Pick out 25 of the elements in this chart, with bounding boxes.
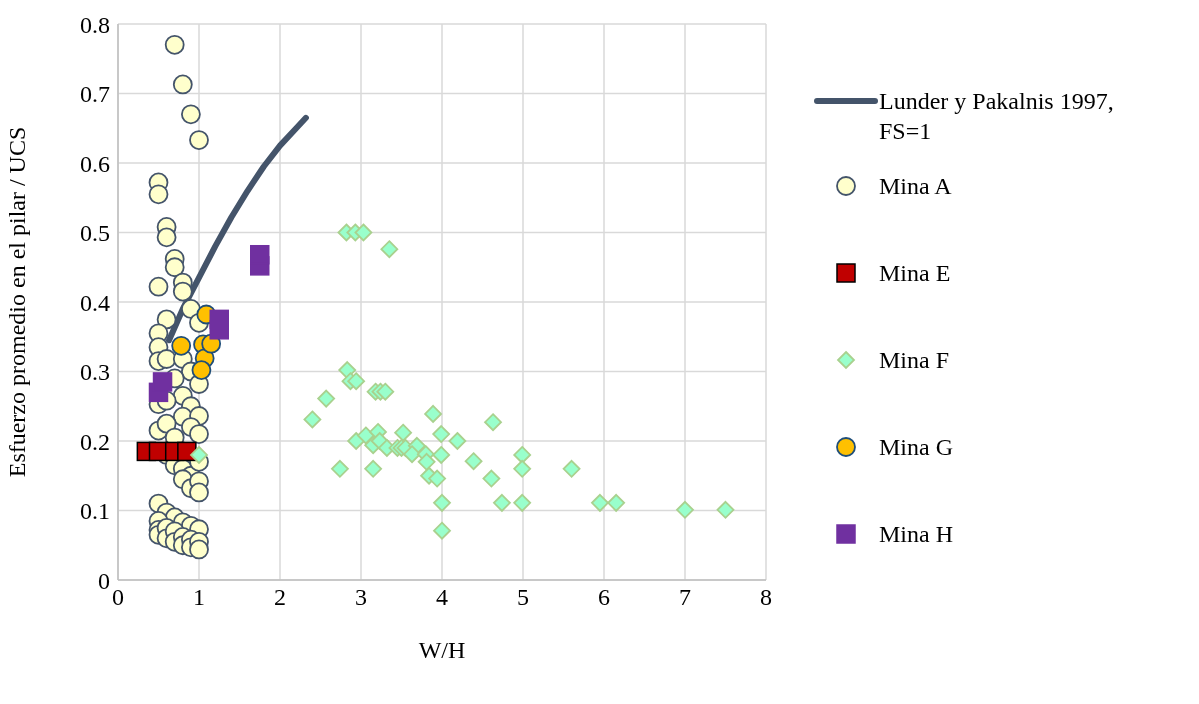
y-tick-label: 0	[98, 567, 110, 594]
y-tick-label: 0.3	[80, 359, 110, 386]
y-tick-label: 0.4	[80, 289, 110, 316]
x-tick-label: 6	[598, 584, 610, 611]
x-tick-label: 8	[760, 584, 772, 611]
x-tick-label: 7	[679, 584, 691, 611]
x-tick-label: 4	[436, 584, 448, 611]
y-tick-label: 0.2	[80, 428, 110, 455]
x-tick-label: 3	[355, 584, 367, 611]
x-tick-label: 5	[517, 584, 529, 611]
y-tick-label: 0.8	[80, 11, 110, 38]
legend-label: Mina H	[879, 520, 954, 549]
x-tick-label: 1	[193, 584, 205, 611]
y-axis-title: Esfuerzo promedio en el pilar / UCS	[3, 126, 30, 478]
legend-label: Mina A	[879, 172, 953, 201]
x-axis-title: W/H	[418, 637, 466, 663]
y-tick-label: 0.7	[80, 81, 110, 108]
x-tick-label: 2	[274, 584, 286, 611]
legend-label: Mina E	[879, 259, 952, 288]
y-tick-label: 0.6	[80, 150, 110, 177]
legend-label: Lunder y Pakalnis 1997, FS=1	[879, 87, 1115, 146]
legend-label: Mina G	[879, 433, 954, 462]
y-tick-label: 0.1	[80, 498, 110, 525]
y-tick-label: 0.5	[80, 220, 110, 247]
legend-label: Mina F	[879, 346, 950, 375]
